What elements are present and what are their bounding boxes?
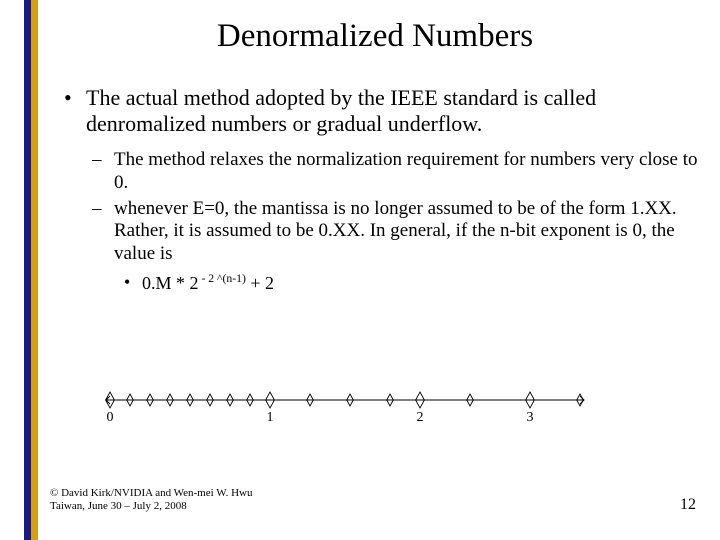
copyright-line-1: © David Kirk/NVIDIA and Wen-mei W. Hwu bbox=[50, 487, 253, 501]
number-line-label: 2 bbox=[417, 410, 424, 426]
slide-content: Denormalized Numbers The actual method a… bbox=[50, 18, 700, 294]
bullet-formula: 0.M * 2 - 2 ^(n-1) + 2 bbox=[120, 272, 700, 295]
number-line-label: 0 bbox=[107, 410, 114, 426]
slide-title: Denormalized Numbers bbox=[90, 18, 660, 55]
number-line-label: 3 bbox=[527, 410, 534, 426]
copyright-footer: © David Kirk/NVIDIA and Wen-mei W. Hwu T… bbox=[50, 487, 253, 515]
number-line-svg bbox=[100, 390, 590, 430]
formula-part-a: 0.M * 2 bbox=[142, 273, 199, 293]
accent-bar-gold bbox=[31, 0, 38, 540]
accent-bar bbox=[24, 0, 38, 540]
bullet-sub-1: The method relaxes the normalization req… bbox=[88, 149, 700, 195]
bullet-sub-2: whenever E=0, the mantissa is no longer … bbox=[88, 198, 700, 266]
number-line-label: 1 bbox=[267, 410, 274, 426]
formula-exponent: - 2 ^(n-1) bbox=[199, 272, 246, 285]
copyright-line-2: Taiwan, June 30 – July 2, 2008 bbox=[50, 500, 253, 514]
bullet-main: The actual method adopted by the IEEE st… bbox=[60, 85, 700, 137]
accent-bar-navy bbox=[24, 0, 31, 540]
number-line-diagram: 0 1 2 3 bbox=[100, 390, 590, 440]
page-number: 12 bbox=[680, 496, 696, 514]
formula-part-b: + 2 bbox=[246, 273, 274, 293]
